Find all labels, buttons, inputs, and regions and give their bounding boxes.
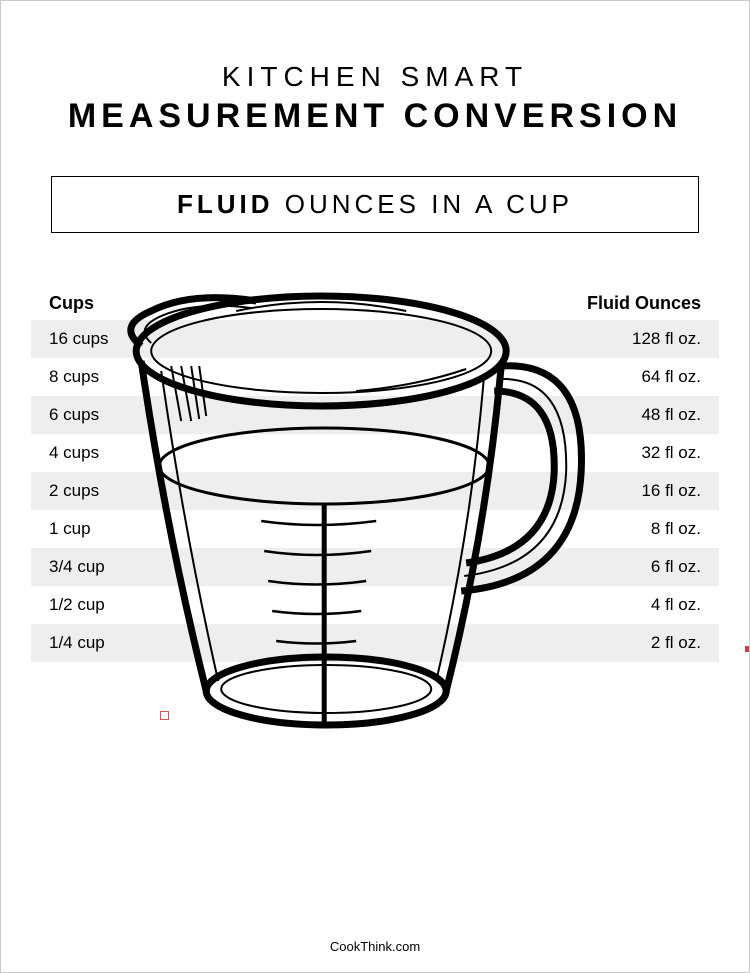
column-header-row: Cups Fluid Ounces [31,293,719,320]
table-row: 2 cups 16 fl oz. [31,472,719,510]
cell-ounces: 64 fl oz. [641,367,701,387]
heading-block: KITCHEN SMART MEASUREMENT CONVERSION [31,61,719,136]
cell-cups: 16 cups [49,329,109,349]
column-header-ounces: Fluid Ounces [587,293,701,314]
pretitle: KITCHEN SMART [31,61,719,93]
cell-cups: 1/2 cup [49,595,105,615]
subheading-rest: OUNCES IN A CUP [274,189,574,219]
cell-ounces: 32 fl oz. [641,443,701,463]
cell-ounces: 48 fl oz. [641,405,701,425]
conversion-table: Cups Fluid Ounces 16 cups 128 fl oz. 8 c… [31,293,719,662]
table-row: 3/4 cup 6 fl oz. [31,548,719,586]
cell-ounces: 8 fl oz. [651,519,701,539]
table-row: 1/2 cup 4 fl oz. [31,586,719,624]
cell-cups: 1 cup [49,519,91,539]
footer-credit: CookThink.com [1,939,749,954]
table-row: 1 cup 8 fl oz. [31,510,719,548]
subheading-box: FLUID OUNCES IN A CUP [51,176,699,233]
cell-ounces: 6 fl oz. [651,557,701,577]
subheading-bold: FLUID [177,189,274,219]
red-marker-icon [160,711,169,720]
table-row: 16 cups 128 fl oz. [31,320,719,358]
cell-cups: 3/4 cup [49,557,105,577]
table-row: 6 cups 48 fl oz. [31,396,719,434]
cell-ounces: 16 fl oz. [641,481,701,501]
cell-cups: 4 cups [49,443,99,463]
table-row: 8 cups 64 fl oz. [31,358,719,396]
cell-ounces: 4 fl oz. [651,595,701,615]
cell-ounces: 2 fl oz. [651,633,701,653]
table-row: 1/4 cup 2 fl oz. [31,624,719,662]
cell-ounces: 128 fl oz. [632,329,701,349]
main-title: MEASUREMENT CONVERSION [31,97,719,136]
table-row: 4 cups 32 fl oz. [31,434,719,472]
column-header-cups: Cups [49,293,94,314]
cell-cups: 8 cups [49,367,99,387]
red-edge-mark [745,646,749,652]
cell-cups: 2 cups [49,481,99,501]
cell-cups: 6 cups [49,405,99,425]
cell-cups: 1/4 cup [49,633,105,653]
